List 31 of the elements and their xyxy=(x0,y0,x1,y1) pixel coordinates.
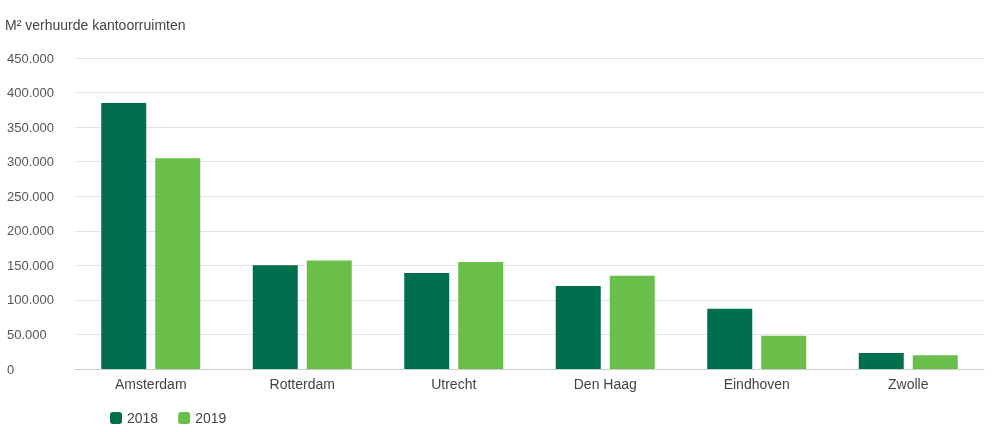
x-tick-label: Eindhoven xyxy=(723,376,790,392)
x-tick-label: Utrecht xyxy=(431,376,477,392)
bar xyxy=(458,261,504,369)
x-tick-label: Rotterdam xyxy=(269,376,335,392)
bar xyxy=(555,286,601,369)
bar xyxy=(404,272,450,369)
bar xyxy=(306,260,352,369)
y-tick-label: 400.000 xyxy=(7,85,54,101)
bar xyxy=(609,275,655,369)
y-tick-label: 250.000 xyxy=(7,188,54,204)
y-tick-label: 150.000 xyxy=(7,257,54,273)
y-tick-label: 300.000 xyxy=(7,154,54,170)
bar xyxy=(912,355,958,369)
bar xyxy=(858,353,904,369)
y-tick-label: 450.000 xyxy=(7,50,54,66)
y-tick-label: 100.000 xyxy=(7,292,54,308)
y-tick-label: 350.000 xyxy=(7,119,54,135)
bar xyxy=(707,308,753,369)
y-axis-title: M² verhuurde kantoorruimten xyxy=(5,17,186,33)
x-tick-label: Den Haag xyxy=(573,376,637,392)
bar xyxy=(761,335,807,369)
bar xyxy=(101,102,147,369)
legend-label: 2019 xyxy=(195,410,227,426)
bar xyxy=(252,265,298,369)
y-tick-label: 50.000 xyxy=(7,326,47,342)
y-tick-label: 200.000 xyxy=(7,223,54,239)
x-tick-label: Zwolle xyxy=(888,376,929,392)
bar xyxy=(155,158,201,369)
legend-label: 2018 xyxy=(127,410,159,426)
x-tick-label: Amsterdam xyxy=(114,376,187,392)
y-tick-label: 0 xyxy=(7,361,15,377)
